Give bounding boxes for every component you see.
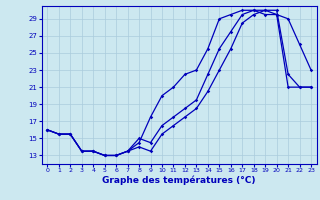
X-axis label: Graphe des températures (°C): Graphe des températures (°C)	[102, 176, 256, 185]
